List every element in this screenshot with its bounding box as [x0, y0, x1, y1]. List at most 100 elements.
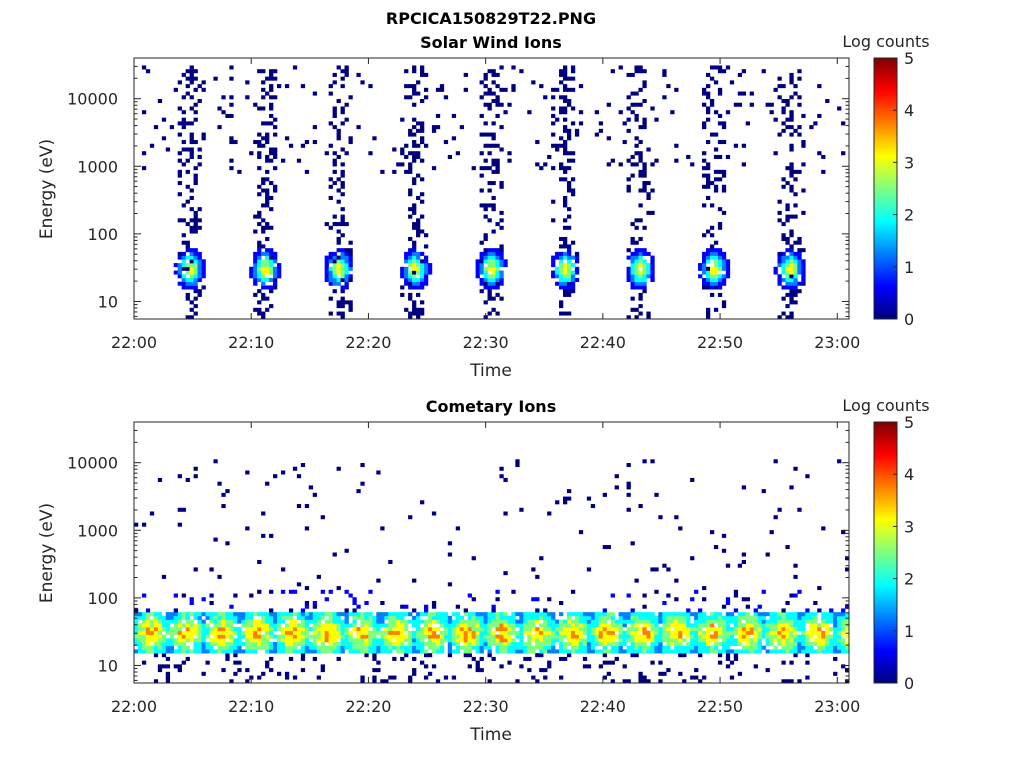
heatmap-cell [511, 638, 516, 643]
heatmap-cell [412, 102, 417, 107]
heatmap-cell [479, 281, 484, 286]
heatmap-cell [177, 266, 182, 271]
heatmap-cell [344, 623, 349, 628]
heatmap-cell [606, 649, 611, 654]
heatmap-cell [733, 593, 739, 598]
heatmap-cell [344, 263, 349, 268]
heatmap-cell [340, 106, 345, 111]
heatmap-cell [789, 147, 794, 152]
heatmap-cell [237, 634, 242, 639]
heatmap-cell [535, 653, 540, 658]
heatmap-cell [269, 151, 274, 156]
heatmap-cell [578, 638, 584, 643]
heatmap-cell [245, 641, 250, 647]
heatmap-cell [582, 656, 588, 661]
heatmap-cell [539, 612, 544, 617]
heatmap-cell [380, 619, 385, 624]
heatmap-cell [634, 649, 639, 654]
heatmap-cell [229, 136, 234, 141]
heatmap-cell [626, 619, 631, 624]
heatmap-cell [709, 181, 715, 186]
heatmap-cell [563, 199, 568, 204]
heatmap-cell [404, 627, 409, 632]
heatmap-cell [749, 102, 754, 107]
heatmap-cell [265, 630, 270, 635]
heatmap-cell [292, 623, 298, 628]
heatmap-cell [789, 166, 794, 171]
heatmap-cell [789, 214, 794, 219]
heatmap-cell [332, 281, 337, 286]
heatmap-cell [225, 541, 230, 546]
heatmap-cell [372, 656, 377, 661]
heatmap-cell [483, 634, 488, 639]
heatmap-cell [785, 315, 790, 320]
heatmap-cell [451, 612, 457, 617]
heatmap-cell [499, 627, 504, 632]
heatmap-cell [586, 641, 592, 647]
heatmap-cell [284, 630, 290, 635]
heatmap-cell [638, 236, 643, 241]
heatmap-cell [280, 612, 286, 617]
heatmap-cell [773, 623, 778, 628]
heatmap-cell [269, 87, 274, 92]
heatmap-cell [709, 292, 715, 297]
heatmap-cell [221, 619, 226, 624]
heatmap-cell [717, 248, 723, 253]
heatmap-cell [145, 645, 151, 650]
heatmap-cell [570, 121, 576, 126]
heatmap-cell [181, 507, 186, 512]
heatmap-cell [479, 203, 484, 208]
heatmap-cell [555, 251, 560, 256]
heatmap-cell [646, 630, 651, 635]
x-axis-label: Time [469, 725, 512, 745]
heatmap-cell [702, 630, 707, 635]
heatmap-cell [570, 69, 576, 74]
heatmap-cell [813, 641, 818, 647]
heatmap-cell [713, 184, 719, 189]
heatmap-cell [280, 619, 286, 624]
heatmap-cell [328, 91, 333, 96]
heatmap-cell [257, 255, 262, 260]
heatmap-cell [269, 656, 274, 661]
heatmap-cell [229, 627, 234, 632]
heatmap-cell [559, 69, 564, 74]
heatmap-cell [420, 307, 425, 312]
heatmap-cell [646, 645, 651, 650]
heatmap-cell [479, 649, 484, 654]
heatmap-cell [761, 627, 766, 632]
heatmap-cell [495, 158, 500, 163]
heatmap-cell [702, 285, 707, 290]
heatmap-cell [654, 638, 659, 643]
heatmap-cell [709, 285, 715, 290]
heatmap-cell [423, 641, 429, 647]
heatmap-cell [265, 225, 270, 230]
heatmap-cell [713, 263, 719, 268]
heatmap-cell [483, 236, 488, 241]
heatmap-cell [177, 281, 182, 286]
heatmap-cell [793, 214, 798, 219]
heatmap-cell [678, 619, 683, 624]
heatmap-cell [412, 623, 417, 628]
heatmap-cell [213, 638, 218, 643]
heatmap-cell [491, 274, 496, 279]
heatmap-cell [233, 645, 238, 650]
heatmap-cell [702, 91, 707, 96]
heatmap-cell [674, 645, 679, 650]
heatmap-cell [741, 638, 747, 643]
heatmap-cell [559, 612, 564, 617]
heatmap-cell [340, 218, 345, 223]
heatmap-cell [356, 612, 361, 617]
heatmap-cell [471, 645, 476, 650]
heatmap-cell [340, 638, 345, 643]
heatmap-cell [698, 679, 703, 684]
heatmap-cell [622, 615, 627, 620]
heatmap-cell [598, 128, 604, 133]
heatmap-cell [292, 65, 298, 70]
heatmap-cell [638, 645, 643, 650]
heatmap-cell [292, 612, 298, 617]
heatmap-cell [650, 634, 655, 639]
heatmap-cell [431, 649, 437, 654]
heatmap-cell [559, 634, 564, 639]
heatmap-cell [340, 248, 345, 253]
heatmap-cell [173, 630, 178, 635]
